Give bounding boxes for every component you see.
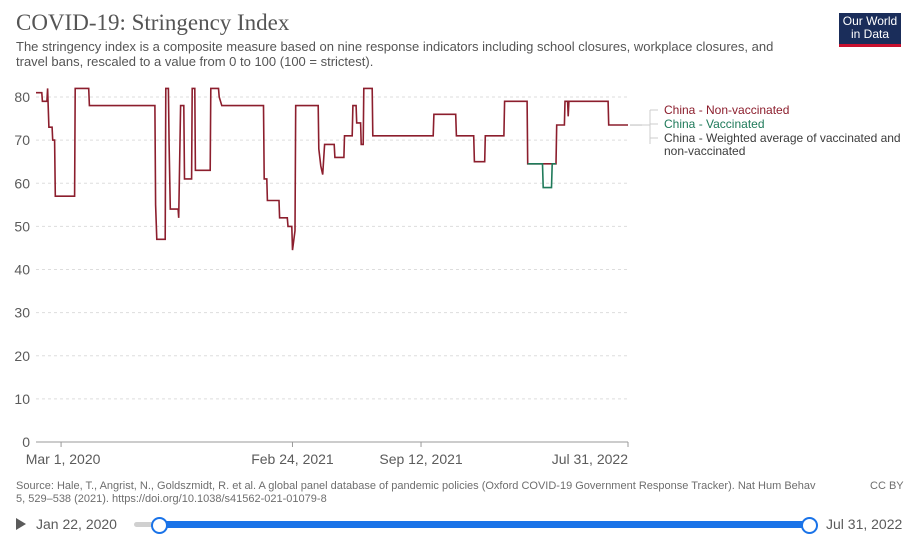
y-tick-label: 0 [22,434,30,450]
y-tick-label: 40 [14,262,30,278]
logo-line-1: Our World [842,14,898,28]
x-tick-label: Sep 12, 2021 [379,451,463,467]
x-tick-label: Mar 1, 2020 [26,451,101,467]
y-tick-label: 50 [14,218,30,234]
logo-line-2: in Data [850,27,890,41]
source-note: Source: Hale, T., Angrist, N., Goldszmid… [16,480,816,505]
x-tick-label: Feb 24, 2021 [251,451,334,467]
timeline-end-handle[interactable] [801,517,818,534]
y-tick-label: 10 [14,391,30,407]
license-label[interactable]: CC BY [870,480,904,492]
grid-layer [36,96,628,400]
timeline-end-label: Jul 31, 2022 [826,516,903,532]
y-tick-label: 20 [14,348,30,364]
timeline-range-fill[interactable] [159,521,809,528]
play-icon[interactable] [16,518,26,530]
timeline: Jan 22, 2020 Jul 31, 2022 [0,510,916,539]
series-line-1[interactable] [527,163,556,189]
axis-layer: 0 10 20 30 40 50 60 70 80 Mar 1, 2020 Feb 24, 2021… [14,89,629,467]
legend-bracket [642,109,658,144]
timeline-start-label: Jan 22, 2020 [36,516,117,532]
chart-title: COVID-19: Stringency Index [16,10,290,35]
timeline-start-handle[interactable] [151,517,168,534]
legend-entry[interactable]: China - Vaccinated [664,117,765,131]
chart-subtitle: The stringency index is a composite meas… [16,39,774,69]
owid-logo[interactable]: Our World in Data [839,13,901,47]
x-tick-label: Jul 31, 2022 [552,451,628,467]
series-line-0[interactable] [36,87,628,251]
y-tick-label: 60 [14,175,30,191]
y-tick-label: 70 [14,132,30,148]
legend-entry[interactable]: China - Weighted average of vaccinated a… [664,131,901,158]
y-tick-label: 80 [14,89,30,105]
stringency-chart: 0 10 20 30 40 50 60 70 80 Mar 1, 2020 Feb 24, 2021… [14,87,901,467]
legend-entry[interactable]: China - Non-vaccinated [664,103,789,117]
y-tick-label: 30 [14,305,30,321]
series-layer [36,87,628,251]
